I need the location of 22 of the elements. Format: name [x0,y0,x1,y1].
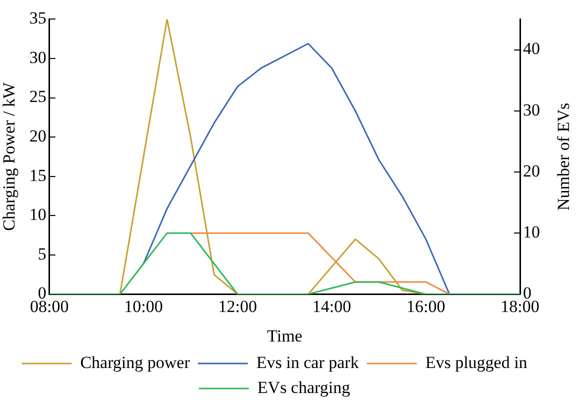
y2-tick-label: 20 [523,161,540,180]
y-tick-label: 15 [29,166,46,185]
legend-label: Evs in car park [256,352,360,372]
x-tick-label: 16:00 [406,296,446,316]
y2-tick-label: 40 [523,39,540,58]
y2-axis-title: Number of EVs [554,102,573,211]
y-tick-label: 25 [29,87,46,106]
y-tick-label: 20 [29,126,46,146]
y-tick-label: 35 [29,8,46,28]
x-tick-label: 12:00 [218,296,258,316]
y2-tick-label: 10 [523,222,540,242]
x-tick-label: 10:00 [124,296,163,316]
legend-label: Evs plugged in [425,352,528,372]
x-axis-title: Time [267,326,302,346]
y-tick-label: 30 [29,48,46,67]
legend-label: Charging power [80,352,190,372]
y2-tick-label: 30 [523,100,540,120]
x-tick-label: 14:00 [312,296,352,316]
y-tick-label: 10 [29,205,46,224]
y-axis-title: Charging Power / kW [0,82,19,231]
legend-label: EVs charging [257,378,351,397]
y-tick-label: 5 [38,244,46,264]
